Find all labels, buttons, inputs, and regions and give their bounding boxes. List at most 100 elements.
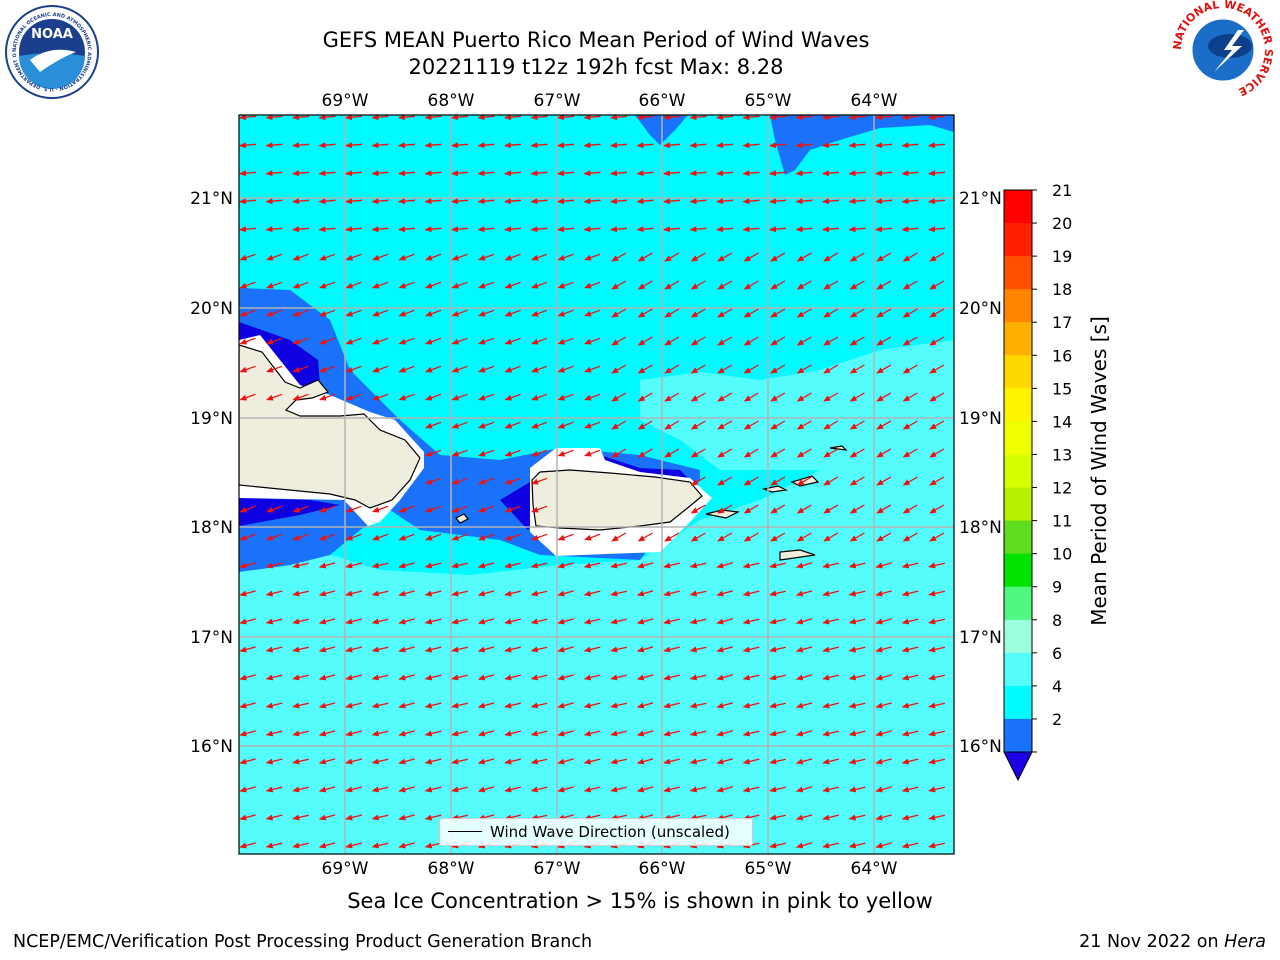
wind-wave-arrow xyxy=(398,786,415,793)
wind-wave-arrow xyxy=(636,170,654,177)
wind-wave-arrow xyxy=(292,786,309,793)
colorbar-band xyxy=(1004,256,1032,290)
wind-wave-arrow xyxy=(451,477,468,485)
wind-wave-arrow xyxy=(610,618,627,625)
wind-wave-arrow xyxy=(956,228,972,229)
wind-wave-arrow xyxy=(957,477,971,485)
wind-wave-arrow xyxy=(583,758,601,765)
wind-wave-arrow xyxy=(636,618,654,625)
wind-wave-arrow xyxy=(796,392,812,402)
wind-wave-arrow xyxy=(957,393,971,401)
wind-wave-arrow xyxy=(928,674,945,681)
wind-wave-arrow xyxy=(716,142,734,149)
dark-blue-region-2 xyxy=(239,498,340,526)
wind-wave-arrow xyxy=(849,252,865,262)
wind-wave-arrow xyxy=(477,198,495,205)
wind-wave-arrow xyxy=(929,532,945,542)
wind-wave-arrow xyxy=(902,308,918,318)
colorbar-band xyxy=(1004,487,1032,522)
wind-wave-arrow xyxy=(689,674,707,681)
wind-wave-arrow xyxy=(557,590,574,597)
wind-wave-arrow xyxy=(531,393,548,401)
wind-wave-arrow xyxy=(371,646,389,653)
wind-wave-arrow xyxy=(425,337,442,345)
wind-wave-arrow xyxy=(876,420,892,430)
wind-wave-arrow xyxy=(743,364,759,374)
colorbar-title: Mean Period of Wind Waves [s] xyxy=(1087,316,1111,626)
wind-wave-arrow xyxy=(796,252,812,262)
vieques-island xyxy=(705,509,741,519)
sea-ice-note: Sea Ice Concentration > 15% is shown in … xyxy=(347,889,933,913)
wind-wave-arrow xyxy=(663,786,680,793)
wind-wave-arrow xyxy=(531,533,548,541)
wind-wave-arrow xyxy=(345,786,362,793)
lat-tick-right: 16°N xyxy=(959,737,1002,757)
wind-wave-arrow xyxy=(611,308,627,318)
wind-wave-arrow xyxy=(478,449,495,457)
wind-wave-arrow xyxy=(398,533,415,541)
wind-wave-arrow xyxy=(956,563,971,567)
wind-wave-arrow xyxy=(371,142,389,149)
lon-tick-bottom: 64°W xyxy=(851,859,898,879)
wind-wave-arrow xyxy=(424,115,442,121)
wind-wave-arrow xyxy=(795,142,813,149)
light-cyan-region-east xyxy=(640,340,954,470)
wind-wave-arrow xyxy=(319,281,336,289)
wind-wave-arrow xyxy=(769,842,786,849)
wind-wave-arrow xyxy=(610,702,627,709)
wind-wave-arrow xyxy=(265,842,283,849)
wind-wave-arrow xyxy=(584,449,601,457)
wind-wave-arrow xyxy=(769,170,787,177)
wind-wave-arrow xyxy=(345,814,362,821)
wind-wave-arrow xyxy=(424,730,442,737)
wind-wave-arrow xyxy=(956,703,971,707)
wind-wave-arrow xyxy=(504,533,521,541)
wind-wave-arrow xyxy=(265,562,283,569)
wind-wave-arrow xyxy=(875,842,892,849)
wind-wave-arrow xyxy=(875,730,892,737)
wind-wave-arrow xyxy=(901,198,919,205)
wind-wave-arrow xyxy=(424,646,442,653)
wind-wave-arrow xyxy=(770,308,786,318)
wind-wave-arrow xyxy=(557,170,575,177)
wind-wave-arrow xyxy=(901,814,919,821)
wind-wave-arrow xyxy=(823,476,839,486)
wind-wave-arrow xyxy=(372,393,389,401)
wind-wave-arrow xyxy=(716,115,734,121)
wind-wave-arrow xyxy=(902,532,918,542)
wind-wave-arrow xyxy=(929,476,945,486)
wind-wave-arrow xyxy=(239,786,256,793)
lat-tick-right: 21°N xyxy=(959,189,1002,209)
wind-wave-arrow xyxy=(957,253,971,261)
wind-wave-arrow xyxy=(716,758,733,765)
wind-wave-arrow xyxy=(478,337,495,345)
wind-wave-arrow xyxy=(477,590,495,597)
wind-wave-arrow xyxy=(557,198,575,205)
wind-wave-arrow xyxy=(664,364,680,374)
wind-wave-arrow xyxy=(292,618,309,625)
wind-wave-arrow xyxy=(530,142,548,149)
wind-wave-arrow xyxy=(822,758,839,765)
wind-wave-arrow xyxy=(292,337,309,345)
wind-wave-arrow xyxy=(451,618,468,625)
wind-wave-arrow xyxy=(875,562,892,569)
wind-wave-arrow xyxy=(928,646,945,653)
lat-tick-left: 18°N xyxy=(190,518,233,538)
wind-wave-arrow xyxy=(610,115,628,121)
wind-wave-arrow xyxy=(849,392,865,402)
wind-wave-arrow xyxy=(398,814,415,821)
wind-wave-arrow xyxy=(796,476,812,486)
wind-wave-arrow xyxy=(901,170,919,177)
wind-wave-arrow xyxy=(319,533,336,541)
lat-ticks-left: 21°N 20°N 19°N 18°N 17°N 16°N xyxy=(190,189,233,757)
wind-wave-arrow xyxy=(822,590,839,597)
wind-wave-arrow xyxy=(318,730,336,737)
wind-wave-arrow xyxy=(424,142,442,149)
wind-wave-arrow xyxy=(451,393,468,401)
wind-wave-arrow xyxy=(743,392,759,402)
wind-wave-arrow xyxy=(531,421,548,429)
wind-wave-arrow xyxy=(901,590,919,597)
wind-wave-arrow xyxy=(848,226,866,233)
wind-wave-arrow xyxy=(663,562,680,569)
wind-wave-arrow xyxy=(901,115,919,121)
